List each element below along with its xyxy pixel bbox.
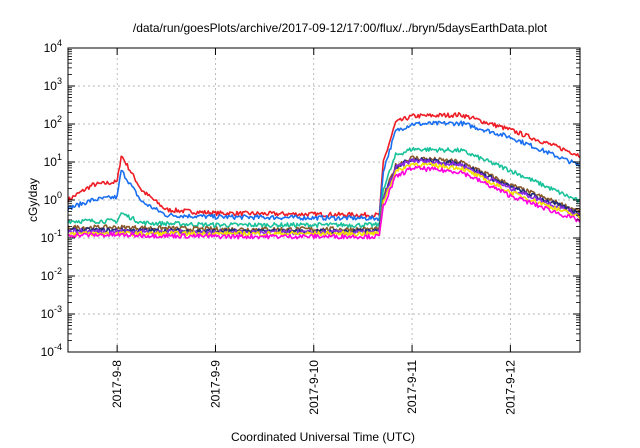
y-tick-label: 102	[44, 114, 62, 131]
x-axis: 2017-9-8 2017-9-9 2017-9-10 2017-9-11 2017-9…	[110, 48, 517, 415]
chart-title: /data/run/goesPlots/archive/2017-09-12/1…	[133, 21, 548, 35]
x-axis-label: Coordinated Universal Time (UTC)	[231, 430, 415, 444]
series-group	[67, 112, 581, 240]
series-line	[67, 120, 581, 222]
y-tick-label: 10-3	[41, 304, 62, 321]
y-tick-label: 103	[44, 76, 62, 93]
x-tick-label: 2017-9-10	[307, 360, 321, 415]
x-tick-label: 2017-9-9	[208, 360, 222, 408]
y-tick-label: 10-4	[41, 342, 62, 359]
y-tick-label: 10-1	[41, 228, 62, 245]
series-line	[67, 165, 581, 240]
x-tick-label: 2017-9-8	[110, 360, 124, 408]
x-tick-label: 2017-9-11	[405, 360, 419, 414]
y-tick-label: 104	[44, 38, 62, 55]
y-tick-label: 100	[44, 190, 62, 207]
y-tick-label: 101	[44, 152, 62, 169]
y-tick-label: 10-2	[41, 266, 62, 283]
grid	[68, 48, 580, 352]
x-tick-label: 2017-9-12	[503, 360, 517, 415]
series-line	[67, 112, 581, 219]
y-axis: 10-4 10-3 10-2 10-1 100 101 102 103 104	[41, 38, 580, 359]
y-axis-label: cGy/day	[26, 178, 40, 222]
series-line	[67, 146, 580, 229]
